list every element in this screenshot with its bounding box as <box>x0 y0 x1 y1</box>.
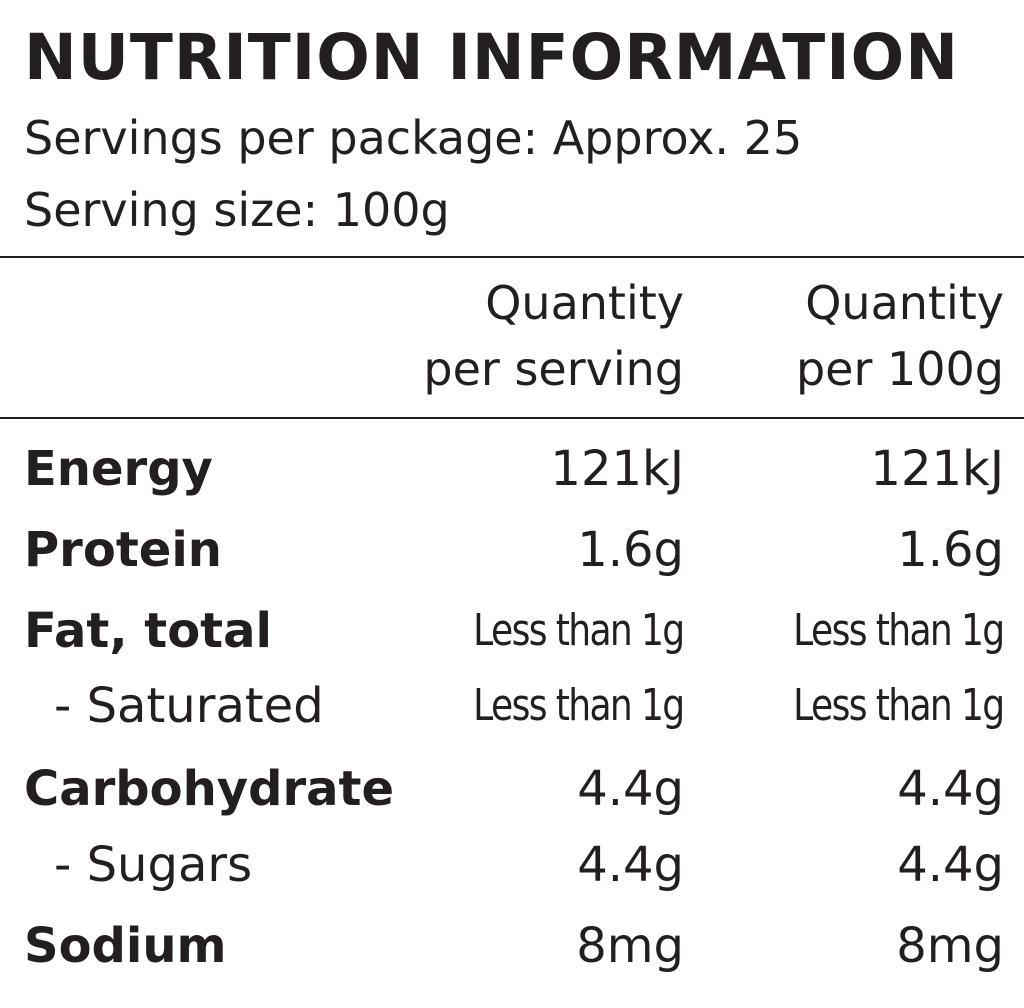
row-sugars: - Sugars 4.4g 4.4g <box>0 826 1024 904</box>
column-header-per-100g: Quantity per 100g <box>796 270 1004 402</box>
row-saturated: - Saturated Less than 1g Less than 1g <box>0 667 1024 745</box>
servings-per-package: Servings per package: Approx. 25 <box>24 111 803 165</box>
row-label: Sodium <box>24 918 227 974</box>
value-per-serving: 4.4g <box>577 837 684 893</box>
value-per-serving: 121kJ <box>550 441 684 497</box>
row-label: - Sugars <box>54 837 253 893</box>
row-fat-total: Fat, total Less than 1g Less than 1g <box>0 592 1024 670</box>
row-sodium: Sodium 8mg 8mg <box>0 907 1024 985</box>
divider-header <box>0 417 1024 419</box>
column-header-per-serving: Quantity per serving <box>423 270 684 402</box>
value-per-100g: Less than 1g <box>793 680 1006 731</box>
row-protein: Protein 1.6g 1.6g <box>0 511 1024 589</box>
value-per-100g: 8mg <box>896 918 1004 974</box>
row-label: - Saturated <box>54 678 324 734</box>
column-header-per-serving-line1: Quantity <box>485 276 684 330</box>
column-header-per-100g-line1: Quantity <box>805 276 1004 330</box>
value-per-serving: 4.4g <box>577 761 684 817</box>
row-energy: Energy 121kJ 121kJ <box>0 430 1024 508</box>
column-header-per-serving-line2: per serving <box>423 342 684 396</box>
column-header-per-100g-line2: per 100g <box>795 342 1004 396</box>
value-per-serving: Less than 1g <box>473 605 686 656</box>
row-label: Energy <box>24 441 213 497</box>
row-label: Carbohydrate <box>24 761 395 817</box>
row-label: Protein <box>24 522 222 578</box>
row-label: Fat, total <box>24 603 272 659</box>
serving-size: Serving size: 100g <box>24 183 450 237</box>
value-per-100g: Less than 1g <box>793 605 1006 656</box>
panel-title: NUTRITION INFORMATION <box>24 21 959 94</box>
value-per-100g: 4.4g <box>897 761 1004 817</box>
value-per-100g: 1.6g <box>897 522 1004 578</box>
value-per-100g: 121kJ <box>870 441 1004 497</box>
divider-top <box>0 256 1024 258</box>
value-per-100g: 4.4g <box>897 837 1004 893</box>
row-carbohydrate: Carbohydrate 4.4g 4.4g <box>0 750 1024 828</box>
value-per-serving: 8mg <box>576 918 684 974</box>
value-per-serving: 1.6g <box>577 522 684 578</box>
value-per-serving: Less than 1g <box>473 680 686 731</box>
